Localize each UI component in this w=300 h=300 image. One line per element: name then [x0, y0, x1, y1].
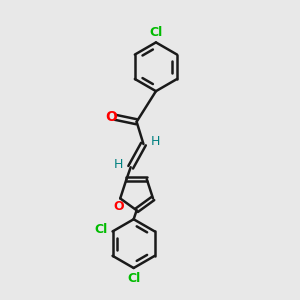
Text: H: H [114, 158, 123, 171]
Text: Cl: Cl [127, 272, 140, 285]
Text: O: O [105, 110, 117, 124]
Text: Cl: Cl [94, 224, 107, 236]
Text: H: H [151, 135, 160, 148]
Text: Cl: Cl [149, 26, 163, 39]
Text: O: O [113, 200, 124, 213]
